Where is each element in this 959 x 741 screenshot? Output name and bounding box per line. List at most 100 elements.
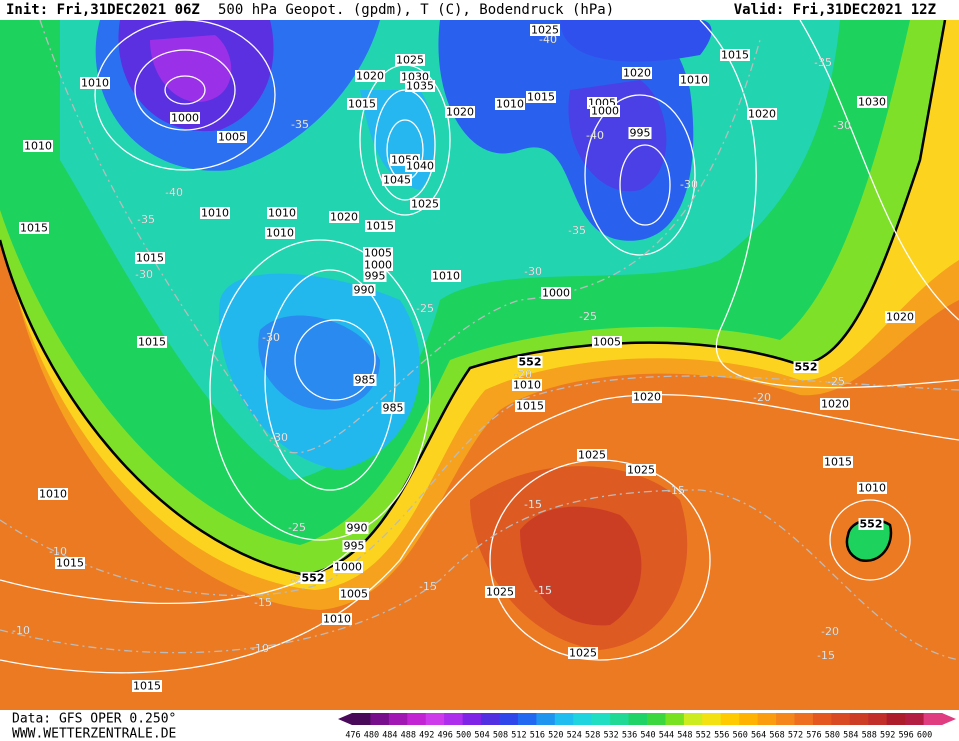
temperature-label: -15: [524, 498, 542, 511]
colorbar-label: 524: [567, 731, 582, 741]
pressure-label-box: [132, 680, 162, 692]
field-arctic-blue-2: [560, 20, 712, 62]
temperature-label: -20: [514, 368, 532, 381]
pressure-label: 1020: [623, 67, 651, 80]
isotherms: [0, 20, 959, 661]
temperature-label: -35: [137, 213, 155, 226]
pressure-label-box: [747, 108, 777, 120]
colorbar-label: 512: [511, 731, 526, 741]
temperature-label: -35: [814, 56, 832, 69]
colorbar-label: 500: [456, 731, 471, 741]
colorbar-swatch: [573, 713, 593, 725]
colorbar-label: 484: [382, 731, 397, 741]
colorbar-label: 584: [843, 731, 858, 741]
colorbar-label: 580: [825, 731, 840, 741]
pressure-label-box: [410, 198, 440, 210]
pressure-label-box: [19, 222, 49, 234]
pressure-label: 1015: [516, 400, 544, 413]
colorbar-swatch: [739, 713, 759, 725]
height-label-box: [300, 572, 326, 584]
colorbar-swatch: [683, 713, 703, 725]
temperature-label: -40: [539, 33, 557, 46]
colorbar-swatch: [425, 713, 445, 725]
colorbar-swatch: [757, 713, 777, 725]
isobar: [209, 239, 431, 541]
pressure-label-box: [592, 336, 622, 348]
colorbar-label: 548: [677, 731, 692, 741]
isotherm: [39, 20, 761, 454]
pressure-label-box: [445, 106, 475, 118]
colorbar-label: 568: [769, 731, 784, 741]
colorbar-swatch: [849, 713, 869, 725]
pressure-label: 1000: [334, 561, 362, 574]
colorbar-label: 508: [493, 731, 508, 741]
colorbar-label: 480: [364, 731, 379, 741]
colorbar-swatch: [444, 713, 464, 725]
temperature-label: -30: [262, 331, 280, 344]
pressure-label-box: [363, 270, 387, 282]
temperature-label: -40: [165, 186, 183, 199]
pressure-label: 1010: [24, 140, 52, 153]
pressure-label-box: [355, 70, 385, 82]
pressure-label: 1020: [446, 106, 474, 119]
pressure-label-box: [495, 98, 525, 110]
temperature-label: -10: [49, 545, 67, 558]
pressure-label: 1010: [268, 207, 296, 220]
colorbar-label: 588: [862, 731, 877, 741]
pressure-label: 1010: [432, 270, 460, 283]
pressure-label: 1025: [396, 54, 424, 67]
pressure-label: 1045: [383, 174, 411, 187]
field-sahara-red: [520, 506, 642, 626]
pressure-label: 1025: [531, 24, 559, 37]
colorbar-swatch: [776, 713, 795, 725]
pressure-label: 1025: [486, 586, 514, 599]
pressure-label-box: [820, 398, 850, 410]
pressure-label: 1010: [496, 98, 524, 111]
pressure-label: 1005: [218, 131, 246, 144]
map-title: 500 hPa Geopot. (gpdm), T (C), Bodendruc…: [218, 2, 614, 18]
pressure-label: 1015: [136, 252, 164, 265]
pressure-label: 990: [347, 522, 368, 535]
temperature-label: -10: [251, 642, 269, 655]
height-label-box: [517, 356, 543, 368]
pressure-label-box: [137, 336, 167, 348]
pressure-label-box: [38, 488, 68, 500]
pressure-label: 985: [383, 402, 404, 415]
isobar: [619, 144, 671, 226]
pressure-label-box: [353, 374, 377, 386]
pressure-label-box: [381, 402, 405, 414]
pressure-label-box: [363, 259, 393, 271]
colorbar-label: 528: [585, 731, 600, 741]
temperature-label: -25: [827, 375, 845, 388]
pressure-label: 1010: [323, 613, 351, 626]
temperature-label: -25: [416, 302, 434, 315]
pressure-label-box: [720, 49, 750, 61]
colorbar: 476 480 484 488 492 496 500 504 508 512 516 520 524 5…: [338, 713, 956, 741]
map-labels: -35 -40 -35 -30 -30 -30 -25 -25 -20 -15 -10 -10 -10 -…: [12, 24, 915, 693]
pressure-label: 1010: [39, 488, 67, 501]
pressure-label: 1015: [721, 49, 749, 62]
colorbar-label: 536: [622, 731, 637, 741]
map-field: -35 -40 -35 -30 -30 -30 -25 -25 -20 -15 -10 -10 -10 -…: [0, 20, 959, 710]
temperature-label: -20: [753, 391, 771, 404]
colorbar-swatch: [868, 713, 888, 725]
isobar: [0, 393, 959, 674]
pressure-label-box: [431, 270, 461, 282]
pressure-label-box: [55, 557, 85, 569]
colorbar-swatch: [794, 713, 814, 725]
colorbar-label: 560: [733, 731, 748, 741]
height-label: 552: [860, 518, 883, 531]
pressure-label: 1025: [569, 647, 597, 660]
isobar: [699, 20, 959, 389]
colorbar-swatch: [628, 713, 648, 725]
pressure-label: 1015: [348, 98, 376, 111]
temperature-label: -10: [12, 624, 30, 637]
data-source: Data: GFS OPER 0.250°: [12, 712, 176, 727]
isobar: [829, 499, 911, 581]
colorbar-label: 572: [788, 731, 803, 741]
site-url: WWW.WETTERZENTRALE.DE: [12, 727, 176, 741]
temperature-label: -20: [821, 625, 839, 638]
pressure-label: 1035: [406, 80, 434, 93]
pressure-label: 995: [630, 127, 651, 140]
pressure-label: 1000: [364, 259, 392, 272]
